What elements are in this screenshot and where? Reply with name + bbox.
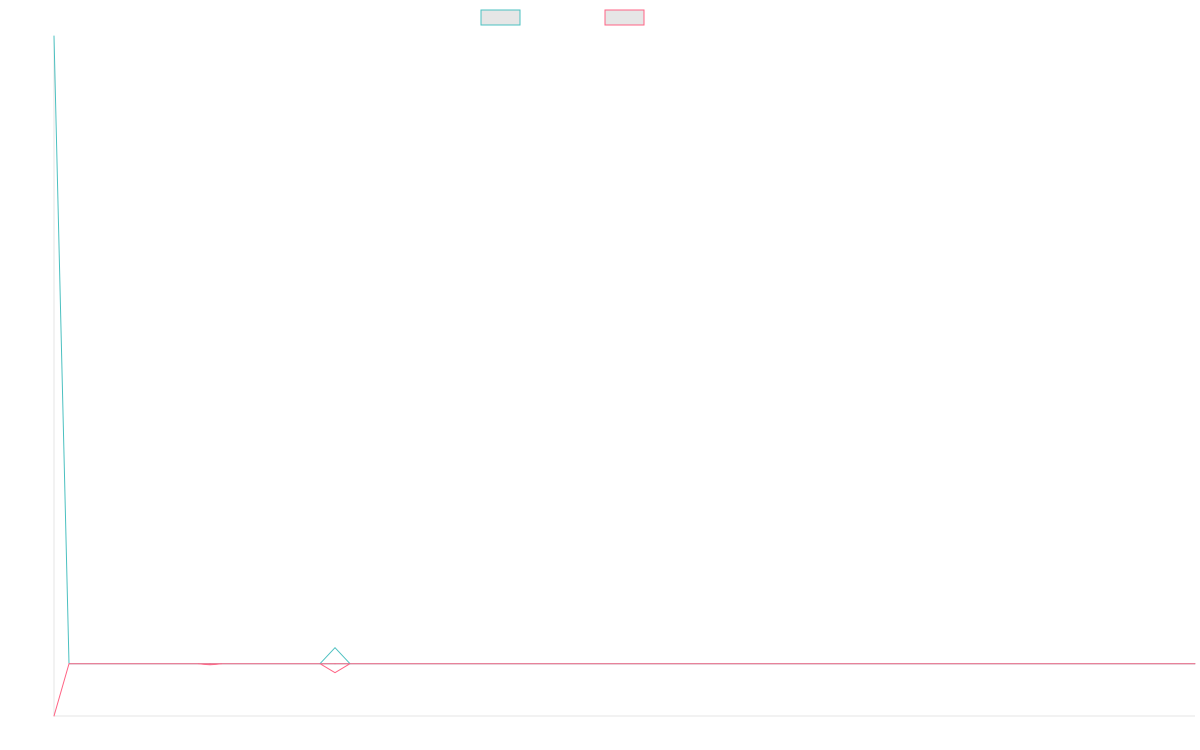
point-highlight-series-2 [319,663,351,674]
point-highlight-series-1 [319,646,351,665]
legend [480,9,645,26]
data-point-s2-5[interactable] [1194,663,1196,665]
data-point-s1-1[interactable] [53,35,55,37]
data-point-s2-4[interactable] [334,663,336,665]
data-point-s2-2[interactable] [68,663,70,665]
legend-swatch-1[interactable] [480,9,521,26]
data-point-s2-3[interactable] [209,663,211,665]
series-line-2 [53,663,1195,717]
data-point-s2-1[interactable] [53,715,55,717]
plot-area [53,35,1196,717]
series-line-1 [53,35,1195,665]
legend-swatch-2[interactable] [604,9,645,26]
axes [53,36,1195,717]
series-2-dip-marker [197,663,223,666]
